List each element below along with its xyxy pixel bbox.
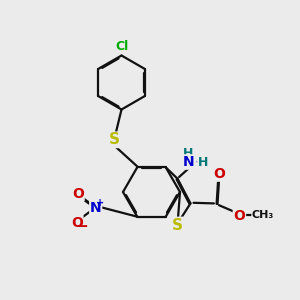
Text: O: O: [72, 187, 84, 200]
Text: O: O: [71, 216, 83, 230]
Text: S: S: [109, 132, 119, 147]
Text: N: N: [182, 155, 194, 169]
Text: N: N: [90, 201, 101, 214]
Text: H: H: [198, 155, 208, 169]
Text: -: -: [196, 157, 200, 167]
Text: Cl: Cl: [115, 40, 128, 53]
Text: +: +: [96, 198, 104, 208]
Text: −: −: [76, 219, 88, 234]
Text: O: O: [213, 167, 225, 181]
Text: O: O: [233, 209, 245, 223]
Text: H: H: [183, 147, 193, 160]
Text: CH₃: CH₃: [252, 209, 274, 220]
Text: S: S: [172, 218, 183, 232]
